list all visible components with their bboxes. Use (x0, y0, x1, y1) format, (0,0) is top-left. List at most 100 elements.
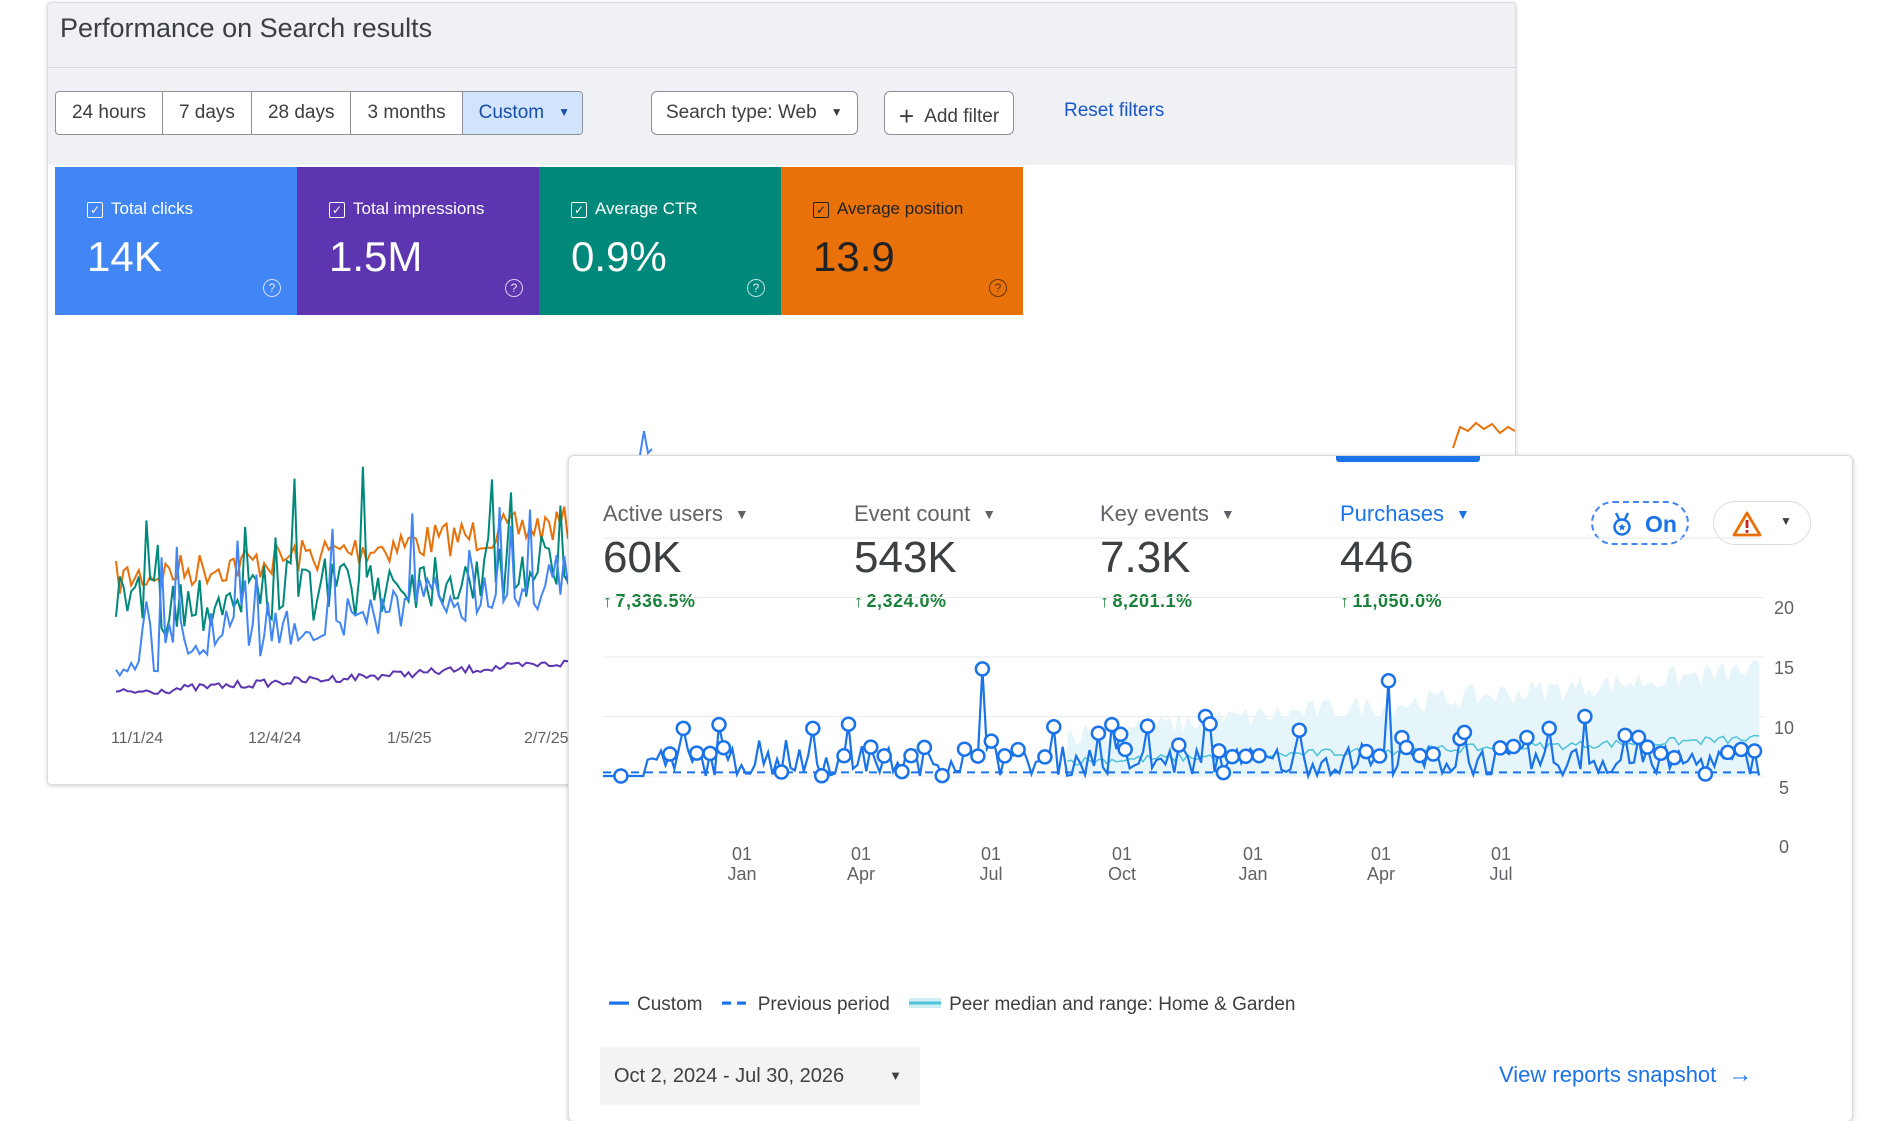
data-point-marker[interactable] (1104, 716, 1120, 733)
data-point-marker[interactable] (1380, 673, 1397, 689)
data-point-marker[interactable] (1037, 749, 1053, 765)
range-custom-label: Custom (478, 102, 545, 123)
data-point-marker[interactable] (916, 739, 933, 756)
metric-label: Average CTR (595, 199, 698, 218)
data-point-marker[interactable] (1398, 739, 1415, 756)
data-point-marker[interactable] (1211, 743, 1227, 759)
alerts-dropdown[interactable]: ▼ (1713, 501, 1811, 545)
data-point-marker[interactable] (1117, 741, 1133, 758)
data-point-marker[interactable] (983, 733, 1000, 749)
data-point-marker[interactable] (1541, 720, 1557, 737)
data-point-marker[interactable] (1425, 746, 1441, 762)
view-reports-snapshot-link[interactable]: View reports snapshot → (1499, 1061, 1752, 1089)
data-point-marker[interactable] (1046, 719, 1062, 735)
data-point-marker[interactable] (662, 746, 678, 762)
data-point-marker[interactable] (1617, 727, 1633, 744)
y-tick-label: 20 (1774, 598, 1795, 618)
range-custom[interactable]: Custom ▼ (462, 92, 582, 134)
data-point-marker[interactable] (1224, 748, 1241, 765)
series-impressions (115, 659, 569, 695)
plus-icon: + (899, 101, 915, 131)
metric-average-position[interactable]: ✓ Average position 13.9 ? (781, 167, 1023, 315)
range-24-hours[interactable]: 24 hours (56, 92, 163, 134)
metric-average-ctr[interactable]: ✓ Average CTR 0.9% ? (539, 167, 781, 315)
data-point-marker[interactable] (1371, 748, 1388, 764)
metric-total-clicks[interactable]: ✓ Total clicks 14K ? (55, 167, 297, 315)
data-point-marker[interactable] (1090, 725, 1107, 741)
data-point-marker[interactable] (715, 739, 732, 756)
reset-filters-link[interactable]: Reset filters (1064, 100, 1165, 121)
data-point-marker[interactable] (1639, 739, 1656, 755)
data-point-marker[interactable] (1112, 726, 1129, 743)
data-point-marker[interactable] (1010, 741, 1026, 758)
data-point-marker[interactable] (1237, 748, 1254, 765)
data-point-marker[interactable] (1746, 743, 1763, 759)
data-point-marker[interactable] (1139, 718, 1156, 734)
data-point-marker[interactable] (1202, 716, 1218, 732)
data-point-marker[interactable] (996, 748, 1013, 764)
data-point-marker[interactable] (773, 764, 790, 780)
data-point-marker[interactable] (688, 745, 705, 761)
data-point-marker[interactable] (1519, 729, 1535, 746)
data-point-marker[interactable] (1358, 743, 1374, 760)
data-point-marker[interactable] (675, 720, 692, 737)
data-point-marker[interactable] (974, 661, 991, 677)
benchmark-toggle[interactable]: On (1591, 501, 1689, 545)
data-point-marker[interactable] (1215, 764, 1232, 781)
data-point-marker[interactable] (1412, 747, 1428, 764)
data-point-marker[interactable] (956, 741, 973, 757)
data-point-marker[interactable] (1171, 737, 1187, 753)
metric-label-text: Active users (603, 501, 723, 526)
range-28-days[interactable]: 28 days (252, 92, 352, 134)
chevron-down-icon[interactable]: ▼ (1455, 506, 1470, 522)
chevron-down-icon[interactable]: ▼ (1220, 506, 1235, 522)
caret-down-icon: ▼ (889, 1068, 902, 1083)
data-point-marker[interactable] (1697, 766, 1714, 782)
search-type-dropdown[interactable]: Search type: Web ▼ (651, 91, 858, 135)
metric-value: 13.9 (813, 233, 895, 280)
data-point-marker[interactable] (1291, 722, 1308, 738)
chevron-down-icon[interactable]: ▼ (982, 506, 997, 522)
data-point-marker[interactable] (711, 716, 727, 733)
x-tick-day: 01 (980, 844, 1002, 864)
data-point-marker[interactable] (970, 748, 986, 764)
range-3-months[interactable]: 3 months (351, 92, 463, 134)
data-point-marker[interactable] (805, 720, 821, 737)
metric-event-count[interactable]: Event count ▼ 543K ↑ 2,324.0% (854, 501, 996, 612)
dashed-line-swatch (721, 1001, 746, 1005)
data-point-marker[interactable] (1492, 740, 1508, 756)
data-point-marker[interactable] (876, 748, 892, 764)
data-point-marker[interactable] (1666, 749, 1682, 766)
date-range-dropdown[interactable]: Oct 2, 2024 - Jul 30, 2026 ▼ (600, 1047, 920, 1105)
help-icon[interactable]: ? (747, 279, 765, 297)
data-point-marker[interactable] (1577, 708, 1593, 725)
help-icon[interactable]: ? (263, 279, 281, 297)
data-point-marker[interactable] (1653, 745, 1669, 762)
data-point-marker[interactable] (894, 763, 910, 780)
data-point-marker[interactable] (1733, 741, 1749, 758)
data-point-marker[interactable] (1505, 738, 1522, 755)
data-point-marker[interactable] (813, 768, 830, 784)
metric-key-events[interactable]: Key events ▼ 7.3K ↑ 8,201.1% (1100, 501, 1235, 612)
data-point-marker[interactable] (934, 767, 950, 784)
data-point-marker[interactable] (903, 748, 919, 764)
metric-active-users[interactable]: Active users ▼ 60K ↑ 7,336.5% (603, 501, 749, 612)
medal-icon (1613, 512, 1631, 536)
data-point-marker[interactable] (840, 716, 857, 732)
range-7-days[interactable]: 7 days (163, 92, 252, 134)
help-icon[interactable]: ? (505, 279, 523, 297)
data-point-marker[interactable] (1720, 744, 1736, 761)
metric-purchases[interactable]: Purchases ▼ 446 ↑ 11,050.0% (1340, 501, 1470, 612)
metric-total-impressions[interactable]: ✓ Total impressions 1.5M ? (297, 167, 539, 315)
data-point-marker[interactable] (702, 745, 718, 762)
data-point-marker[interactable] (1251, 747, 1267, 764)
data-point-marker[interactable] (1456, 724, 1473, 741)
y-tick-label: 10 (1774, 718, 1795, 738)
data-point-marker[interactable] (613, 768, 629, 784)
data-point-marker[interactable] (863, 739, 879, 755)
data-point-marker[interactable] (1630, 729, 1647, 746)
data-point-marker[interactable] (836, 748, 852, 764)
help-icon[interactable]: ? (989, 279, 1007, 297)
chevron-down-icon[interactable]: ▼ (734, 506, 749, 522)
add-filter-button[interactable]: + Add filter (884, 91, 1015, 135)
